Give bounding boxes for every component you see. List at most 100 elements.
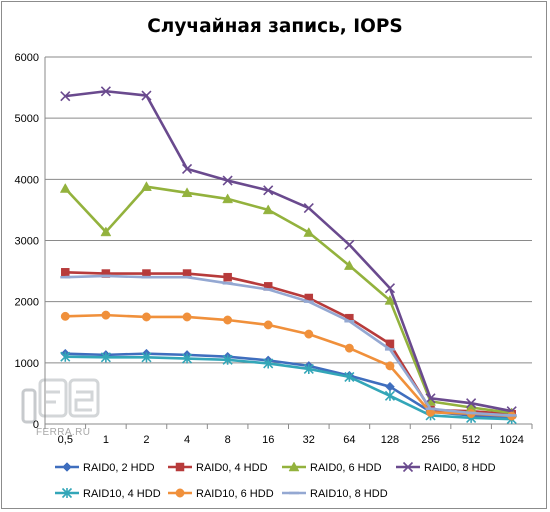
series [59,86,518,425]
data-point [384,294,396,305]
legend-marker [62,462,72,472]
data-point [384,283,396,294]
data-point [222,193,234,204]
series-3 [60,86,517,417]
series-6 [60,274,517,417]
legend-item: RAID0, 8 HDD [396,461,496,474]
legend-item: RAID0, 4 HDD [168,462,268,474]
legend-marker [402,461,414,473]
legend-label: RAID0, 2 HDD [83,462,155,474]
y-tick-label: 5000 [15,113,39,125]
data-point [142,312,151,322]
series-line [64,185,512,415]
x-tick-label: 8 [225,434,231,446]
data-point [100,86,111,97]
data-point [425,393,436,404]
x-tick-label: 128 [381,434,399,446]
x-tick-label: 256 [421,434,439,446]
series-line [65,313,512,418]
legend-label: RAID10, 4 HDD [83,488,161,500]
y-tick-label: 4000 [15,174,39,186]
data-point [262,204,274,215]
x-tick-label: 512 [462,434,480,446]
legend-item: RAID0, 2 HDD [55,462,155,474]
data-point [181,353,193,364]
data-point [385,361,395,371]
y-tick-label: 3000 [15,236,39,248]
series-4 [60,351,517,425]
watermark-label: FERRA.RU [36,427,90,438]
data-point [222,354,233,365]
series-2 [59,181,518,418]
data-point [59,182,71,193]
x-tick-label: 1 [103,434,109,446]
legend-item: RAID10, 6 HDD [168,488,274,500]
y-tick-label: 6000 [15,52,39,64]
series-line [65,274,512,417]
ferra-logo-icon [21,378,100,424]
data-point [344,343,354,353]
data-point [223,272,232,282]
data-point [263,185,274,196]
y-tick-label: 2000 [15,297,39,309]
data-point [182,312,192,322]
data-point [60,91,71,102]
x-tick-label: 1024 [499,434,523,446]
data-point [344,371,355,382]
x-tick-label: 16 [262,434,274,446]
data-point [100,226,112,237]
legend-label: RAID0, 4 HDD [196,462,268,474]
data-point [60,351,71,362]
data-point [466,398,477,409]
data-point [223,315,233,325]
y-tick-label: 1000 [15,358,39,370]
data-point [303,227,315,237]
x-tick-label: 64 [343,434,355,446]
y-tick-label: 0 [33,419,39,431]
x-tick-label: 0,5 [58,434,73,446]
series-5 [60,310,517,421]
data-point [100,352,111,363]
series-line [65,355,512,421]
data-point [101,269,111,278]
legend-label: RAID0, 6 HDD [310,462,382,474]
data-point [263,358,274,369]
data-point [181,163,193,175]
legend-item: RAID10, 8 HDD [282,488,388,500]
data-point [60,311,70,321]
legend-item: RAID10, 4 HDD [55,487,161,500]
x-tick-label: 4 [184,434,190,446]
series-line [65,89,512,413]
data-point [61,268,70,277]
data-point [181,187,193,198]
legend-label: RAID0, 8 HDD [424,462,496,474]
data-point [384,390,396,401]
axes: 0 1000 2000 3000 4000 5000 6000 0,5 1 2 4 8 16 32 64 12… [15,52,533,446]
data-point [101,310,111,320]
data-point [303,203,314,214]
chart-title: Случайная запись, IOPS [147,16,403,37]
legend-label: RAID10, 6 HDD [196,488,274,500]
x-tick-label: 2 [143,434,149,446]
data-point [141,90,152,101]
ferra-watermark: FERRA.RU [21,378,100,438]
legend: RAID0, 2 HDD RAID0, 4 HDD RAID0, 6 HDD RAID… [55,461,496,500]
data-point [141,181,152,191]
data-point [344,239,355,250]
legend-marker [175,488,185,498]
series-line [65,271,512,416]
legend-label: RAID10, 8 HDD [310,488,388,500]
legend-marker [288,461,300,472]
data-point [263,320,273,330]
data-point [343,260,355,270]
legend-item: RAID0, 6 HDD [282,461,382,474]
data-point [304,329,314,339]
data-point [222,175,233,186]
legend-marker [61,487,73,499]
x-tick-label: 32 [303,434,315,446]
legend-marker [175,462,185,472]
data-point [303,363,314,375]
data-point [141,352,152,363]
series-1 [61,268,516,419]
